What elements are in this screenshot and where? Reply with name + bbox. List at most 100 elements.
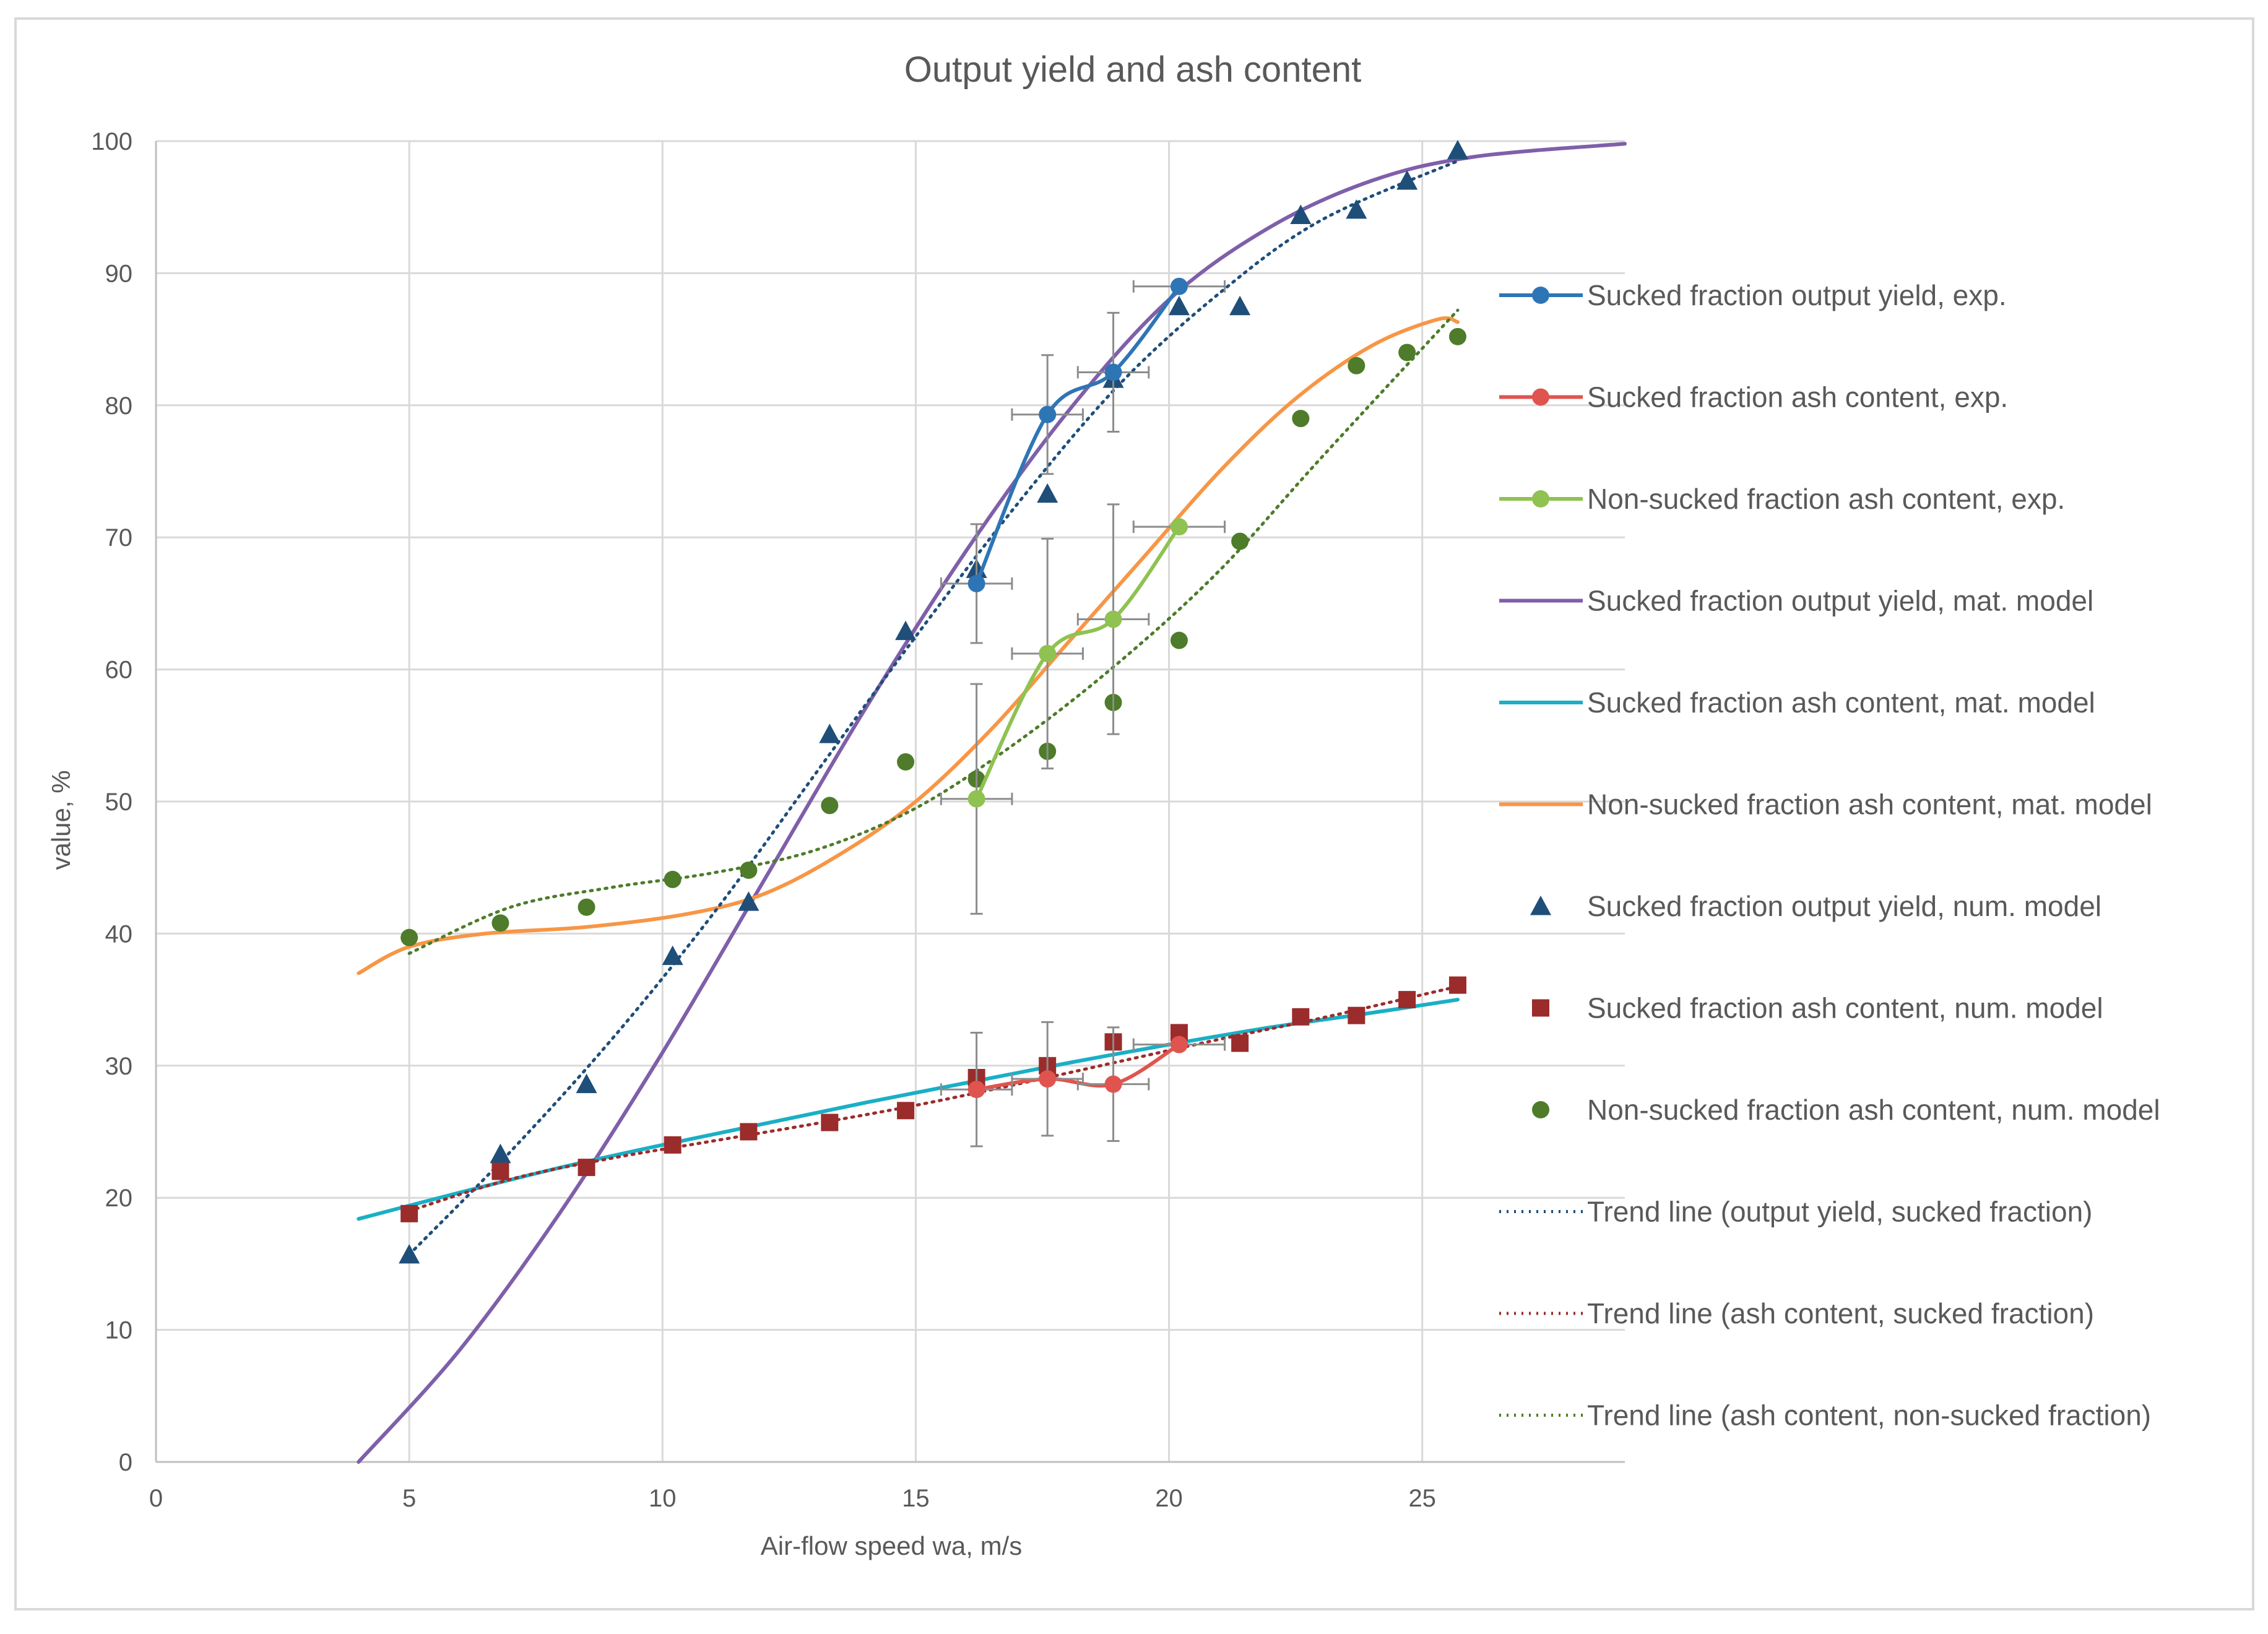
y-tick-label: 70 <box>105 524 133 551</box>
legend-label: Trend line (output yield, sucked fractio… <box>1587 1196 2092 1228</box>
data-point <box>1448 976 1466 994</box>
data-point <box>967 1081 985 1099</box>
data-point <box>1039 644 1057 662</box>
data-point <box>895 620 917 641</box>
series-sucked-fraction-ash-content-num-model <box>400 976 1466 1222</box>
series-line <box>407 159 1460 1256</box>
legend-label: Sucked fraction ash content, num. model <box>1587 992 2103 1024</box>
y-tick-label: 10 <box>105 1317 133 1344</box>
legend-item: Trend line (ash content, sucked fraction… <box>1499 1297 2094 1329</box>
data-point <box>821 797 839 815</box>
series-sucked-fraction-output-yield-num-model <box>399 139 1468 1264</box>
series-line <box>974 284 1181 586</box>
data-point <box>1292 410 1310 428</box>
y-tick-label: 100 <box>91 128 132 155</box>
legend-label: Sucked fraction output yield, num. model <box>1587 890 2101 922</box>
data-point <box>1231 532 1249 550</box>
data-point <box>576 1073 597 1094</box>
series-line <box>357 142 1627 1464</box>
x-tick-label: 15 <box>902 1485 930 1512</box>
data-point <box>740 1123 758 1141</box>
y-axis-title: value, % <box>46 770 76 870</box>
legend-marker <box>1530 896 1551 915</box>
data-point <box>578 898 595 916</box>
legend-item: Sucked fraction ash content, exp. <box>1499 381 2008 413</box>
data-point <box>1170 631 1188 649</box>
data-point <box>400 928 418 946</box>
y-tick-label: 0 <box>119 1449 132 1476</box>
y-tick-label: 50 <box>105 789 133 816</box>
legend-item: Trend line (ash content, non-sucked frac… <box>1499 1399 2151 1432</box>
series-sucked-fraction-output-yield-mat-model <box>357 142 1627 1464</box>
series-line <box>357 316 1460 975</box>
y-tick-label: 80 <box>105 392 133 420</box>
data-point <box>1104 1075 1122 1093</box>
legend-item: Sucked fraction ash content, num. model <box>1532 992 2103 1024</box>
y-tick-label: 90 <box>105 260 133 287</box>
legend-item: Sucked fraction ash content, mat. model <box>1499 686 2095 719</box>
y-tick-label: 40 <box>105 920 133 948</box>
data-point <box>967 790 985 808</box>
legend-item: Trend line (output yield, sucked fractio… <box>1499 1196 2092 1228</box>
legend-label: Sucked fraction ash content, mat. model <box>1587 686 2095 719</box>
data-point <box>740 861 758 879</box>
x-tick-label: 10 <box>649 1485 677 1512</box>
series-trend-line-ash-content-sucked-fraction <box>407 985 1460 1213</box>
data-point <box>1104 363 1122 381</box>
legend-label: Non-sucked fraction ash content, mat. mo… <box>1587 789 2152 821</box>
series-sucked-fraction-ash-content-exp <box>940 1021 1226 1148</box>
data-point <box>1396 170 1418 190</box>
series-non-sucked-fraction-ash-content-num-model <box>400 327 1466 946</box>
data-point <box>1170 518 1188 536</box>
data-point <box>578 1159 595 1177</box>
series-sucked-fraction-output-yield-exp <box>940 277 1226 644</box>
data-point <box>1398 344 1416 361</box>
data-point <box>819 724 841 743</box>
series-line <box>407 308 1460 955</box>
data-point <box>1039 1070 1057 1088</box>
data-point <box>1292 1008 1310 1026</box>
x-tick-label: 20 <box>1155 1485 1183 1512</box>
data-point <box>897 1102 915 1120</box>
data-point <box>1168 295 1190 316</box>
series-trend-line-output-yield-sucked-fraction <box>407 159 1460 1256</box>
data-point <box>1170 1035 1188 1053</box>
legend-item: Sucked fraction output yield, exp. <box>1499 279 2007 311</box>
data-point <box>491 914 509 932</box>
legend-item: Non-sucked fraction ash content, num. mo… <box>1532 1094 2160 1126</box>
data-point <box>821 1113 839 1131</box>
legend-marker <box>1532 287 1549 304</box>
legend-item: Non-sucked fraction ash content, exp. <box>1499 483 2065 515</box>
plot-series <box>357 139 1627 1464</box>
legend-label: Sucked fraction ash content, exp. <box>1587 381 2008 413</box>
x-tick-label: 5 <box>402 1485 416 1512</box>
data-point <box>490 1143 511 1164</box>
legend-marker <box>1532 999 1549 1017</box>
legend-label: Non-sucked fraction ash content, exp. <box>1587 483 2065 515</box>
legend-marker <box>1532 490 1549 508</box>
x-tick-label: 25 <box>1408 1485 1436 1512</box>
legend-label: Sucked fraction output yield, mat. model <box>1587 585 2093 617</box>
data-point <box>1104 610 1122 628</box>
y-tick-label: 60 <box>105 657 133 684</box>
data-point <box>399 1243 420 1264</box>
legend-label: Trend line (ash content, non-sucked frac… <box>1587 1399 2151 1432</box>
legend-item: Sucked fraction output yield, num. model <box>1530 890 2101 922</box>
data-point <box>1398 991 1416 1009</box>
series-trend-line-ash-content-non-sucked-fraction <box>407 308 1460 955</box>
data-point <box>491 1162 509 1180</box>
data-point <box>738 891 760 911</box>
data-point <box>664 1136 682 1154</box>
legend-label: Trend line (ash content, sucked fraction… <box>1587 1297 2094 1329</box>
data-point <box>1447 139 1468 160</box>
y-tick-label: 30 <box>105 1053 133 1080</box>
legend-label: Sucked fraction output yield, exp. <box>1587 279 2007 311</box>
data-point <box>664 870 682 888</box>
data-point <box>1448 327 1466 345</box>
series-line <box>974 525 1181 801</box>
data-point <box>662 945 683 966</box>
data-point <box>1170 277 1188 295</box>
data-point <box>1039 405 1057 423</box>
data-point <box>400 1204 418 1222</box>
